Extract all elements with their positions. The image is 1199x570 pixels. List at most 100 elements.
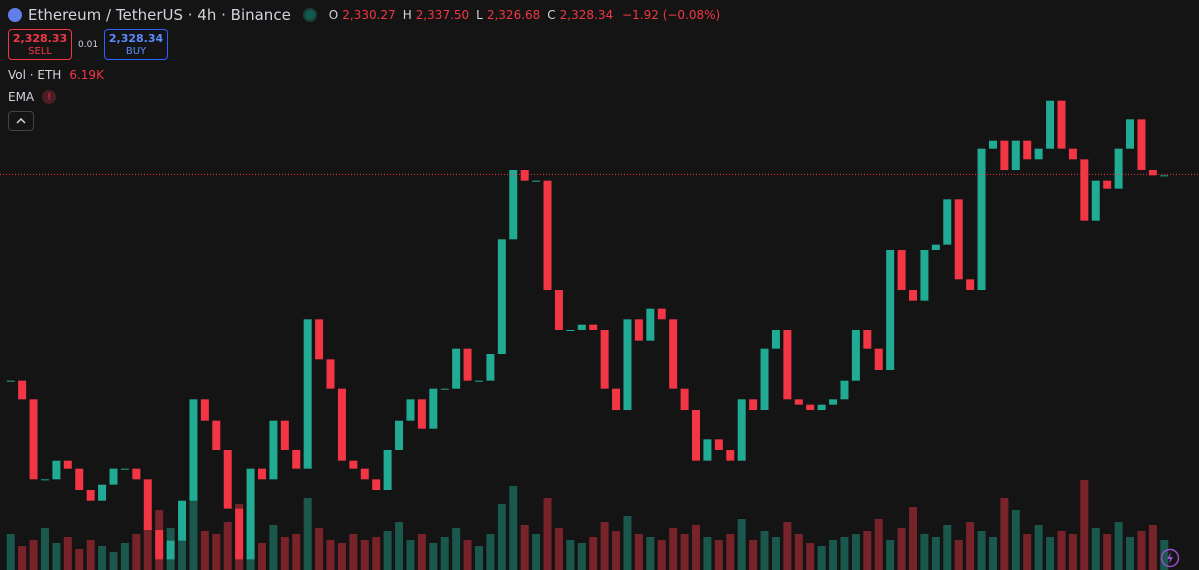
candle <box>749 399 758 410</box>
volume-bar <box>897 528 906 570</box>
volume-bar <box>200 531 209 570</box>
spread: 0.01 <box>78 39 99 50</box>
volume-bar <box>189 495 198 570</box>
ema-legend[interactable]: EMA ! <box>8 90 57 104</box>
volume-bar <box>497 504 506 570</box>
volume-bar <box>143 525 152 570</box>
volume-bar <box>303 498 312 570</box>
candle <box>680 388 689 410</box>
volume-bar <box>954 540 963 570</box>
volume-bar <box>577 543 586 570</box>
candle <box>178 500 187 541</box>
candle <box>486 354 495 381</box>
candle <box>52 460 61 480</box>
candle <box>18 380 27 400</box>
candle <box>554 290 563 330</box>
candle <box>235 508 244 560</box>
volume-bar <box>86 540 95 570</box>
volume-legend[interactable]: Vol · ETH 6.19K <box>8 68 104 82</box>
candle <box>577 324 586 330</box>
candle <box>520 170 529 181</box>
volume-bar <box>863 531 872 570</box>
candle <box>943 199 952 245</box>
candle <box>474 380 483 382</box>
candle <box>771 330 780 349</box>
volume-bar <box>429 543 438 570</box>
volume-bar <box>1126 537 1135 570</box>
ohlc-key: H <box>402 8 412 22</box>
volume-bar <box>840 537 849 570</box>
lightning-button[interactable] <box>1160 548 1180 568</box>
market-status <box>302 8 317 22</box>
volume-bar <box>1080 480 1089 570</box>
candle <box>543 180 552 290</box>
collapse-button[interactable] <box>8 111 34 131</box>
ohlc-key: L <box>476 8 483 22</box>
ohlc-key: C <box>547 8 556 22</box>
candle <box>440 388 449 390</box>
candle <box>395 420 404 450</box>
volume-bar <box>806 543 815 570</box>
volume-bar <box>874 519 883 570</box>
candle <box>806 404 815 410</box>
candle <box>1148 170 1157 176</box>
candle <box>223 450 232 509</box>
candle <box>109 468 118 485</box>
volume-bar <box>40 528 49 570</box>
volume-bar <box>178 537 187 570</box>
volume-bar <box>1091 528 1100 570</box>
candle <box>1103 180 1112 189</box>
volume-bar <box>18 546 27 570</box>
eth-logo <box>8 8 22 22</box>
candle <box>429 388 438 429</box>
volume-bar <box>680 534 689 570</box>
candle <box>623 319 632 410</box>
candle <box>1068 148 1077 160</box>
candle <box>817 404 826 410</box>
volume-bar <box>463 540 472 570</box>
ohlc-value: 2,326.68 <box>486 8 541 22</box>
buy-button[interactable]: 2,328.34 BUY <box>104 29 168 60</box>
candle <box>1046 100 1055 149</box>
volume-bar <box>98 546 107 570</box>
trade-panel: 2,328.33 SELL 0.01 2,328.34 BUY <box>8 29 168 60</box>
volume-bar <box>749 540 758 570</box>
volume-bar <box>452 528 461 570</box>
volume-bar <box>612 531 621 570</box>
chevron-icon <box>16 118 26 124</box>
volume-bar <box>315 528 324 570</box>
candle <box>634 319 643 341</box>
ohlc-value: 2,328.34 <box>559 8 614 22</box>
volume-bar <box>714 540 723 570</box>
volume-bar <box>554 528 563 570</box>
candle <box>1126 119 1135 149</box>
candle <box>200 399 209 421</box>
volume-bar <box>920 534 929 570</box>
warning-icon: ! <box>42 90 57 104</box>
candle <box>589 324 598 330</box>
candle <box>794 399 803 405</box>
volume-bar <box>1137 531 1146 570</box>
volume-bar <box>1114 522 1123 570</box>
symbol[interactable]: Ethereum / TetherUS · 4h · Binance <box>28 6 291 24</box>
candle <box>269 420 278 480</box>
volume-bar <box>1000 498 1009 570</box>
sell-button[interactable]: 2,328.33 SELL <box>8 29 72 60</box>
candle <box>692 410 701 461</box>
candle <box>303 319 312 469</box>
candle <box>874 348 883 370</box>
candle <box>897 250 906 290</box>
volume-bar <box>589 537 598 570</box>
volume-bar <box>372 537 381 570</box>
volume-bar <box>292 534 301 570</box>
volume-bar <box>646 537 655 570</box>
volume-bar <box>909 507 918 570</box>
volume-bar <box>634 534 643 570</box>
volume-bar <box>1011 510 1020 570</box>
change: −1.92 (−0.08%) <box>622 8 721 22</box>
candle <box>977 148 986 290</box>
candle <box>132 468 141 480</box>
candle <box>954 199 963 280</box>
candle <box>155 530 164 560</box>
volume-bar <box>360 540 369 570</box>
